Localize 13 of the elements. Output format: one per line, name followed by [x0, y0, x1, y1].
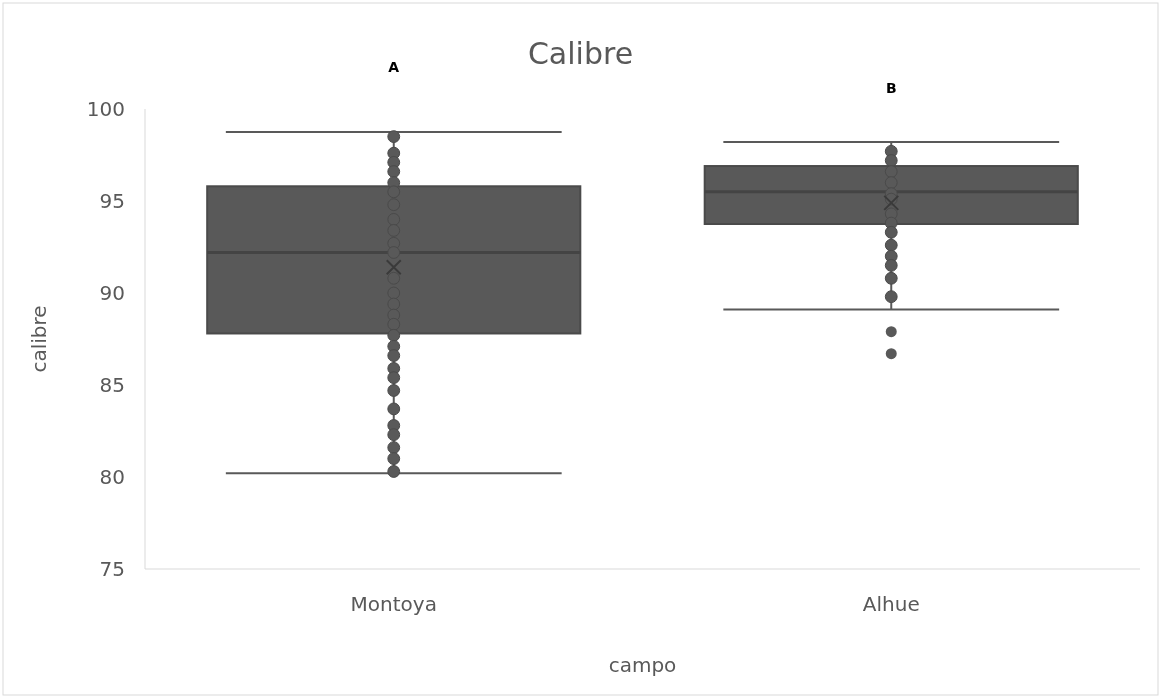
y-axis-title: calibre — [27, 305, 51, 373]
y-tick-label: 80 — [99, 465, 125, 489]
y-tick-label: 75 — [99, 557, 125, 581]
y-tick-label: 90 — [99, 281, 125, 305]
text: A — [388, 59, 400, 75]
y-tick-label: 85 — [99, 373, 125, 397]
y-tick-label: 100 — [86, 97, 125, 121]
x-tick-label: Alhue — [862, 592, 920, 616]
y-tick-label: 95 — [99, 189, 125, 213]
x-tick-label: Montoya — [350, 592, 437, 616]
chart-title: Calibre — [527, 36, 634, 71]
text: B — [885, 80, 897, 96]
x-axis-title: campo — [608, 653, 677, 677]
